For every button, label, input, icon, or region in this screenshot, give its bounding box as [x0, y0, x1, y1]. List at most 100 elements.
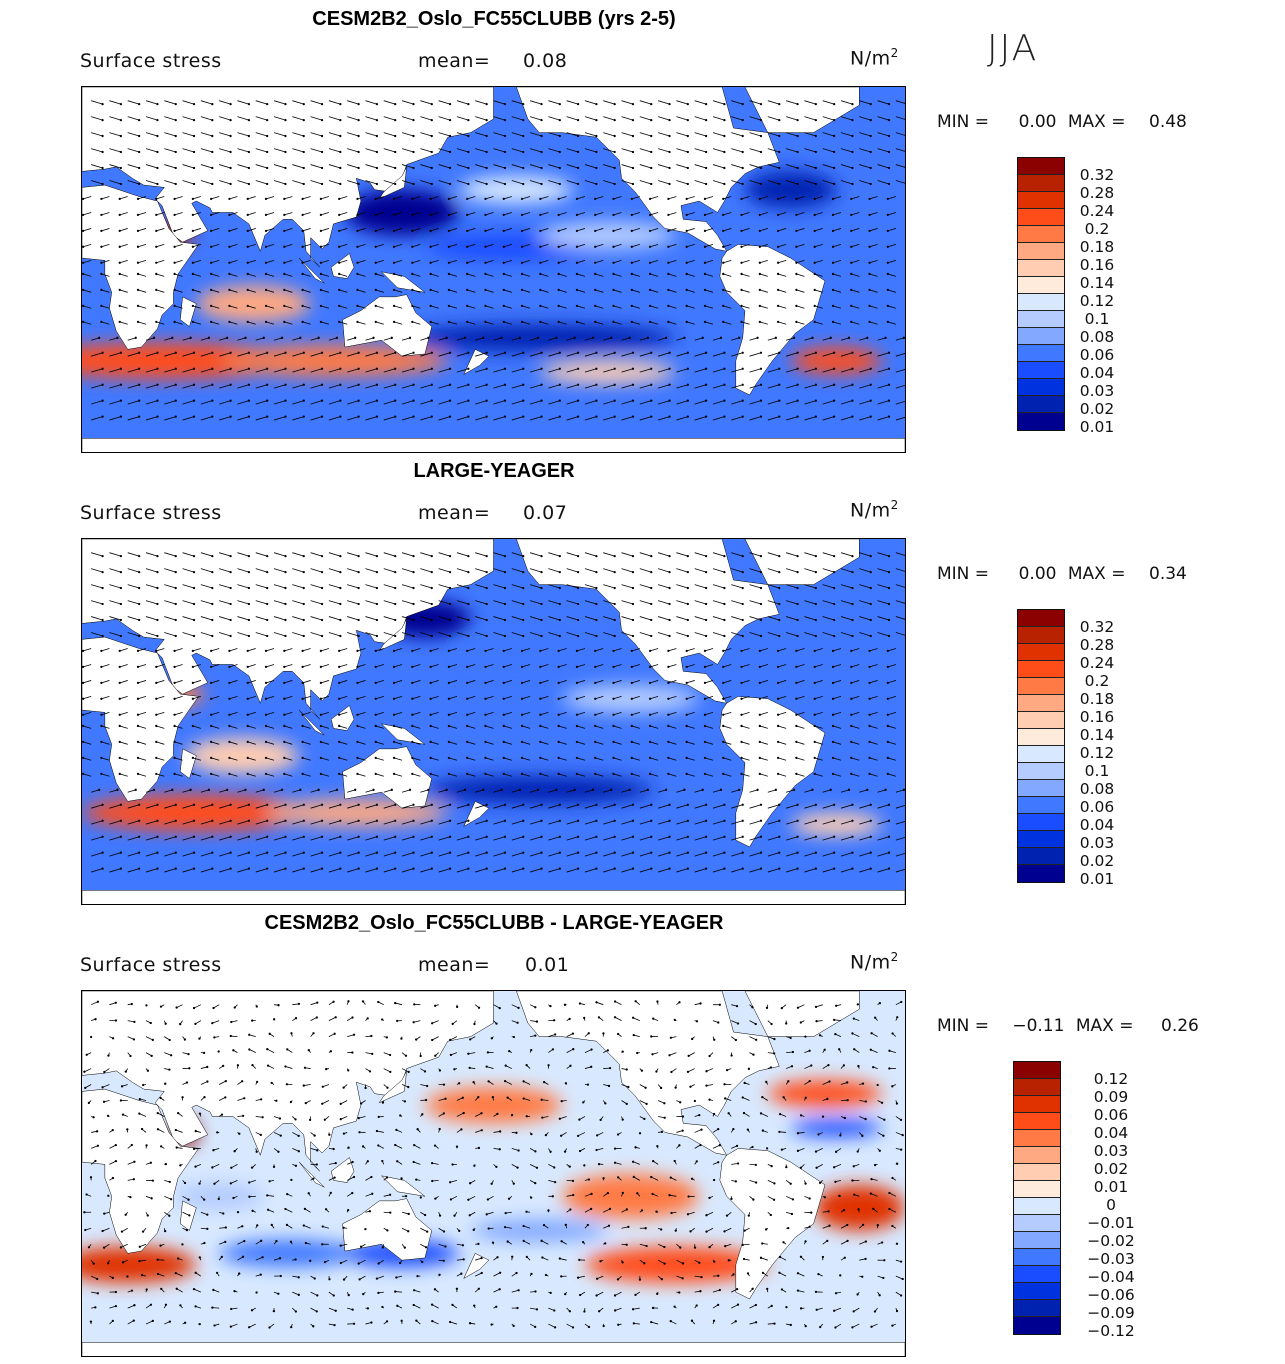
- wind-stress-arrow: [676, 553, 687, 556]
- units-exponent: 2: [890, 950, 899, 964]
- wind-stress-arrow: [786, 821, 797, 824]
- arrow-head-icon: [381, 1018, 384, 1021]
- wind-stress-arrow: [183, 553, 194, 556]
- arrow-head-icon: [536, 336, 540, 339]
- arrow-head-icon: [313, 1134, 316, 1137]
- wind-stress-arrow: [229, 726, 237, 728]
- wind-stress-arrow: [457, 553, 468, 556]
- wind-stress-arrow: [833, 197, 841, 199]
- wind-stress-arrow: [91, 585, 102, 588]
- wind-stress-arrow: [146, 165, 157, 168]
- wind-stress-arrow: [494, 553, 505, 556]
- arrow-head-icon: [503, 819, 507, 822]
- arrow-head-icon: [192, 383, 196, 386]
- arrow-head-icon: [467, 383, 470, 386]
- arrow-head-icon: [851, 150, 854, 154]
- wind-stress-arrow: [859, 821, 870, 824]
- arrow-head-icon: [392, 697, 396, 700]
- wind-stress-arrow: [292, 837, 303, 840]
- wind-stress-arrow: [384, 790, 392, 792]
- arrow-head-icon: [192, 634, 196, 638]
- arrow-head-icon: [851, 618, 854, 622]
- arrow-head-icon: [174, 118, 177, 122]
- arrow-head-icon: [595, 602, 598, 606]
- wind-stress-arrow: [467, 712, 475, 714]
- arrow-head-icon: [518, 336, 521, 339]
- colorbar-swatch: [1018, 627, 1064, 644]
- arrow-head-icon: [887, 118, 891, 122]
- arrow-head-icon: [485, 1065, 488, 1068]
- arrow-head-icon: [467, 351, 470, 354]
- wind-stress-arrow: [851, 712, 859, 714]
- wind-stress-arrow: [183, 569, 194, 572]
- arrow-head-icon: [339, 415, 342, 418]
- wind-stress-arrow: [778, 306, 786, 308]
- arrow-head-icon: [759, 819, 763, 822]
- arrow-head-icon: [316, 1294, 319, 1297]
- arrow-head-icon: [394, 399, 397, 402]
- wind-stress-arrow: [412, 228, 420, 230]
- arrow-head-icon: [174, 618, 177, 622]
- arrow-head-icon: [502, 229, 505, 232]
- wind-stress-arrow: [467, 680, 475, 682]
- arrow-head-icon: [211, 351, 214, 354]
- arrow-head-icon: [795, 681, 798, 684]
- wind-stress-arrow: [339, 664, 347, 666]
- wind-stress-arrow: [101, 306, 109, 308]
- wind-stress-arrow: [439, 1099, 446, 1101]
- arrow-head-icon: [448, 399, 452, 402]
- wind-stress-arrow: [695, 821, 706, 824]
- arrow-head-icon: [613, 182, 616, 186]
- wind-stress-arrow: [365, 401, 376, 404]
- wind-stress-arrow: [432, 1321, 438, 1324]
- wind-stress-arrow: [311, 805, 322, 808]
- wind-stress-arrow: [256, 569, 267, 572]
- wind-stress-arrow: [823, 181, 834, 184]
- wind-stress-arrow: [804, 569, 815, 572]
- arrow-head-icon: [366, 1160, 369, 1163]
- arrow-head-icon: [283, 213, 286, 217]
- wind-stress-arrow: [475, 417, 486, 420]
- arrow-head-icon: [357, 399, 360, 402]
- wind-stress-arrow: [211, 696, 219, 698]
- arrow-head-icon: [466, 697, 469, 700]
- arrow-head-icon: [516, 1021, 519, 1024]
- wind-stress-arrow: [284, 212, 292, 214]
- colorbar-swatch: [1018, 379, 1064, 396]
- wind-stress-arrow: [577, 306, 585, 308]
- wind-stress-arrow: [128, 821, 139, 824]
- arrow-head-icon: [134, 336, 137, 339]
- wind-stress-arrow: [211, 649, 219, 651]
- wind-stress-arrow: [632, 680, 640, 682]
- wind-stress-arrow: [878, 369, 889, 372]
- arrow-head-icon: [297, 1134, 300, 1137]
- arrow-head-icon: [377, 1144, 380, 1147]
- wind-stress-arrow: [815, 322, 823, 324]
- arrow-head-icon: [389, 1211, 392, 1214]
- arrow-head-icon: [477, 1006, 481, 1009]
- arrow-head-icon: [503, 602, 507, 606]
- arrow-head-icon: [539, 261, 542, 264]
- arrow-head-icon: [704, 570, 708, 574]
- wind-stress-arrow: [778, 758, 786, 760]
- wind-stress-arrow: [229, 244, 237, 246]
- wind-stress-arrow: [494, 353, 505, 356]
- wind-stress-arrow: [695, 165, 706, 168]
- wind-stress-arrow: [321, 244, 329, 246]
- wind-stress-arrow: [723, 758, 731, 760]
- arrow-head-icon: [741, 415, 744, 418]
- arrow-head-icon: [741, 118, 744, 122]
- wind-stress-arrow: [512, 1148, 519, 1150]
- wind-stress-arrow: [815, 290, 823, 292]
- arrow-head-icon: [776, 724, 780, 728]
- arrow-head-icon: [467, 1198, 470, 1201]
- arrow-head-icon: [429, 772, 432, 775]
- wind-stress-arrow: [365, 369, 376, 372]
- wind-stress-arrow: [103, 1085, 110, 1088]
- arrow-head-icon: [357, 851, 360, 854]
- wind-stress-arrow: [211, 290, 219, 292]
- wind-stress-arrow: [457, 569, 468, 572]
- wind-stress-arrow: [339, 774, 347, 776]
- wind-stress-arrow: [128, 633, 139, 636]
- wind-stress-arrow: [357, 696, 365, 698]
